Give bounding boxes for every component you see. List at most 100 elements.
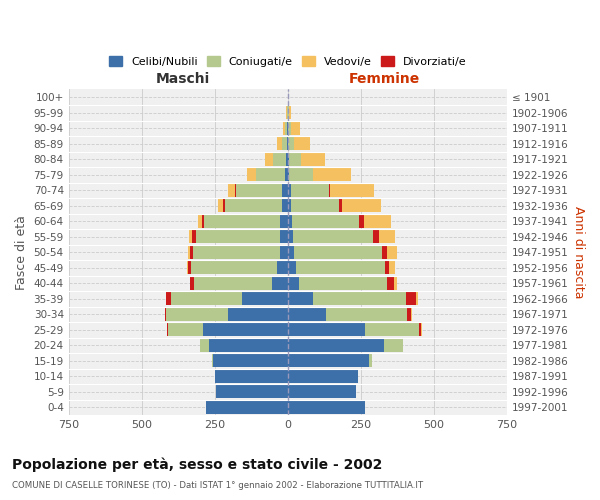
Bar — [419, 324, 421, 336]
Bar — [187, 261, 188, 274]
Bar — [326, 308, 407, 321]
Bar — [385, 261, 389, 274]
Bar — [203, 324, 287, 336]
Bar — [287, 308, 326, 321]
Y-axis label: Fasce di età: Fasce di età — [15, 215, 28, 290]
Bar — [340, 199, 342, 212]
Bar — [285, 122, 287, 135]
Bar — [293, 230, 373, 243]
Bar — [313, 168, 352, 181]
Bar — [194, 276, 272, 290]
Bar — [218, 199, 223, 212]
Bar — [387, 276, 394, 290]
Bar — [165, 308, 166, 321]
Bar — [286, 106, 287, 120]
Bar — [223, 199, 225, 212]
Bar — [225, 199, 282, 212]
Bar — [213, 354, 287, 368]
Bar — [280, 246, 287, 259]
Bar — [301, 152, 325, 166]
Bar — [288, 122, 291, 135]
Bar — [277, 137, 282, 150]
Bar — [313, 292, 406, 306]
Bar — [394, 276, 397, 290]
Bar — [287, 152, 289, 166]
Bar — [280, 230, 287, 243]
Bar — [287, 276, 299, 290]
Bar — [287, 199, 291, 212]
Bar — [188, 246, 190, 259]
Bar — [287, 246, 294, 259]
Bar — [289, 168, 313, 181]
Bar — [292, 214, 359, 228]
Bar — [296, 261, 385, 274]
Bar — [227, 184, 235, 197]
Bar — [373, 230, 379, 243]
Bar — [282, 199, 287, 212]
Bar — [236, 184, 283, 197]
Bar — [290, 184, 329, 197]
Bar — [411, 308, 412, 321]
Bar — [198, 214, 202, 228]
Bar — [294, 246, 382, 259]
Bar — [288, 137, 293, 150]
Bar — [212, 354, 213, 368]
Text: COMUNE DI CASELLE TORINESE (TO) - Dati ISTAT 1° gennaio 2002 - Elaborazione TUTT: COMUNE DI CASELLE TORINESE (TO) - Dati I… — [12, 481, 423, 490]
Bar — [202, 214, 205, 228]
Bar — [294, 137, 310, 150]
Bar — [421, 324, 422, 336]
Bar — [166, 292, 171, 306]
Bar — [277, 261, 287, 274]
Bar — [188, 261, 191, 274]
Bar — [287, 168, 289, 181]
Bar — [235, 184, 236, 197]
Bar — [190, 276, 194, 290]
Bar — [247, 168, 256, 181]
Bar — [273, 152, 286, 166]
Bar — [209, 339, 287, 352]
Bar — [190, 246, 193, 259]
Bar — [228, 308, 287, 321]
Bar — [287, 292, 313, 306]
Bar — [329, 184, 330, 197]
Bar — [196, 230, 280, 243]
Bar — [171, 292, 242, 306]
Y-axis label: Anni di nascita: Anni di nascita — [572, 206, 585, 298]
Bar — [384, 339, 403, 352]
Bar — [287, 324, 365, 336]
Bar — [291, 122, 299, 135]
Bar — [272, 276, 287, 290]
Bar — [287, 184, 290, 197]
Bar — [389, 261, 395, 274]
Bar — [406, 292, 416, 306]
Bar — [364, 214, 391, 228]
Bar — [193, 246, 280, 259]
Bar — [282, 137, 287, 150]
Bar — [286, 152, 287, 166]
Bar — [287, 354, 370, 368]
Bar — [287, 230, 293, 243]
Bar — [191, 261, 277, 274]
Bar — [287, 370, 358, 383]
Bar — [286, 168, 287, 181]
Text: Maschi: Maschi — [155, 72, 209, 86]
Bar — [291, 199, 340, 212]
Bar — [299, 276, 387, 290]
Bar — [289, 152, 301, 166]
Bar — [365, 324, 419, 336]
Bar — [289, 106, 291, 120]
Bar — [242, 292, 287, 306]
Bar — [265, 152, 273, 166]
Bar — [287, 386, 356, 398]
Bar — [189, 230, 192, 243]
Bar — [215, 370, 287, 383]
Bar — [168, 324, 203, 336]
Bar — [205, 214, 280, 228]
Bar — [342, 199, 381, 212]
Bar — [416, 292, 418, 306]
Bar — [379, 230, 395, 243]
Bar — [382, 246, 387, 259]
Bar — [387, 246, 397, 259]
Bar — [359, 214, 364, 228]
Bar — [287, 261, 296, 274]
